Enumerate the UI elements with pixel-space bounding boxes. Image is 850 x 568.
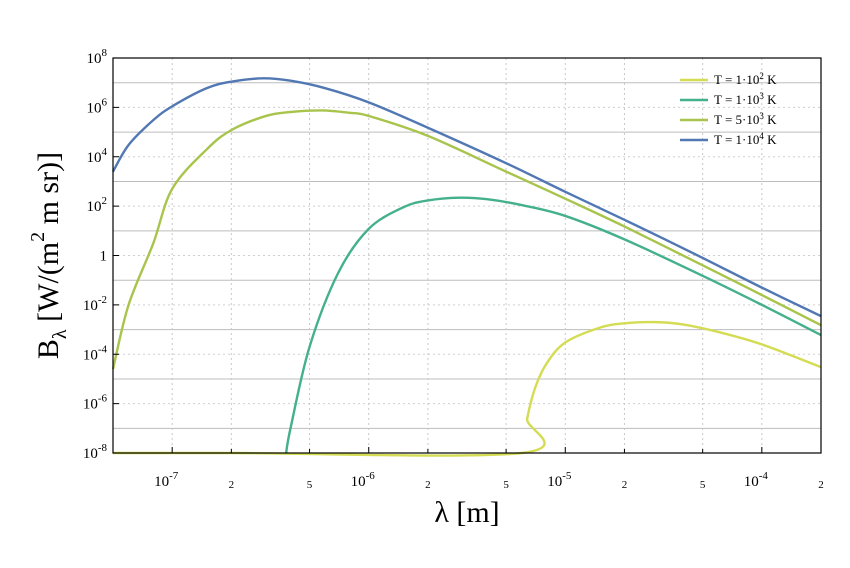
y-tick-label: 108 bbox=[87, 47, 108, 67]
x-minor-tick-label: 2 bbox=[229, 479, 235, 491]
legend-label: T = 1·104 K bbox=[714, 131, 777, 147]
legend: T = 1·102 K T = 1·103 K T = 5·103 K T = 1·1… bbox=[680, 71, 777, 147]
x-minor-tick-label: 2 bbox=[622, 479, 628, 491]
y-tick-label: 10-6 bbox=[83, 393, 108, 413]
series-line bbox=[111, 109, 822, 370]
x-tick-label: 10-7 bbox=[154, 470, 179, 490]
x-minor-tick-label: 2 bbox=[818, 479, 824, 491]
tick-layer: 108 106 104 102 1 10-2 10-4 10-6 10-8 10-7 10-6 10-… bbox=[83, 47, 824, 491]
series-layer bbox=[111, 77, 822, 457]
y-axis-title-text: Bλ [W/(m2 m sr)] bbox=[27, 152, 71, 359]
x-tick-label: 10-5 bbox=[547, 470, 572, 490]
x-tick-label: 10-4 bbox=[744, 470, 769, 490]
series-line bbox=[113, 320, 822, 457]
y-tick-label: 10-4 bbox=[83, 343, 108, 363]
legend-label: T = 5·103 K bbox=[714, 111, 777, 127]
series-line bbox=[111, 77, 822, 318]
legend-label: T = 1·103 K bbox=[714, 91, 777, 107]
y-tick-label: 10-8 bbox=[83, 442, 108, 462]
y-tick-label: 10-2 bbox=[83, 294, 107, 314]
x-minor-tick-label: 2 bbox=[425, 479, 431, 491]
y-tick-label: 106 bbox=[87, 96, 108, 116]
y-tick-label: 1 bbox=[100, 249, 108, 265]
y-axis-title: Bλ [W/(m2 m sr)] bbox=[27, 152, 71, 359]
series-line bbox=[284, 196, 822, 454]
x-minor-tick-label: 5 bbox=[307, 479, 313, 491]
y-tick-label: 102 bbox=[87, 195, 108, 215]
x-tick-label: 10-6 bbox=[351, 470, 376, 490]
x-minor-tick-label: 5 bbox=[503, 479, 509, 491]
y-tick-label: 104 bbox=[87, 146, 108, 166]
x-minor-tick-label: 5 bbox=[700, 479, 706, 491]
legend-label: T = 1·102 K bbox=[714, 71, 777, 87]
grid-layer bbox=[113, 57, 821, 454]
x-axis-title: λ [m] bbox=[434, 496, 499, 529]
